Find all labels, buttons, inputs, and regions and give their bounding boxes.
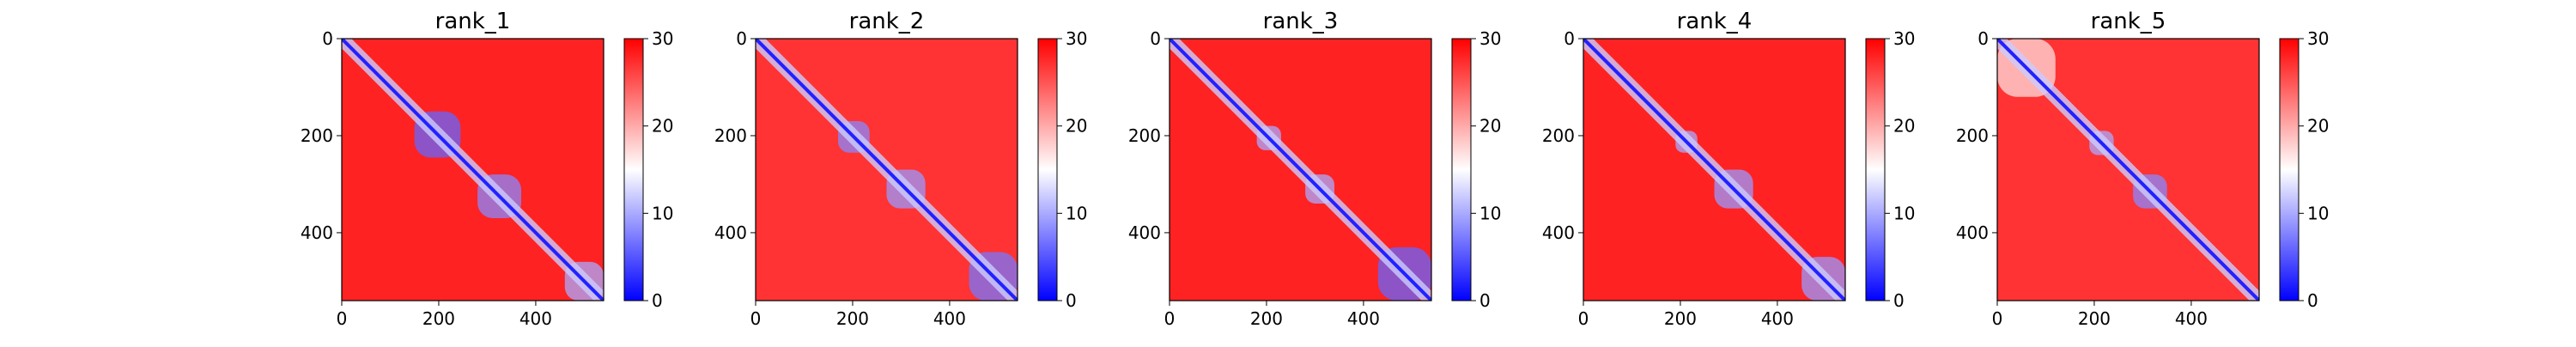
colorbar-tick-label: 10 [1479, 203, 1501, 223]
y-tick-label: 200 [714, 125, 747, 146]
colorbar-tick-label: 20 [1479, 116, 1501, 137]
colorbar-tick-label: 30 [652, 28, 673, 49]
y-tick-label: 200 [301, 125, 333, 146]
y-tick-label: 0 [1150, 28, 1161, 49]
heatmap-panel-2: rank_2 0 200 400 0 200 400 0 10 20 30 [714, 9, 1088, 329]
y-tick-label: 400 [714, 222, 747, 243]
colorbar [1451, 38, 1472, 301]
colorbar-tick-label: 10 [2307, 203, 2329, 223]
y-tick-label: 0 [1978, 28, 1989, 49]
x-tick-label: 200 [422, 308, 455, 329]
x-tick-label: 200 [2078, 308, 2111, 329]
y-tick-label: 400 [1956, 222, 1989, 243]
x-tick-label: 0 [750, 308, 762, 329]
diagonal-line [1170, 39, 1431, 301]
panel-title: rank_2 [849, 9, 925, 34]
y-tick-label: 0 [736, 28, 747, 49]
y-tick-label: 0 [322, 28, 333, 49]
x-tick-label: 400 [933, 308, 966, 329]
x-tick-label: 200 [836, 308, 869, 329]
colorbar-tick-label: 10 [1066, 203, 1087, 223]
heatmap-panel-4: rank_4 0 200 400 0 200 400 0 10 20 30 [1542, 9, 1916, 329]
y-tick-label: 400 [1542, 222, 1575, 243]
y-tick-label: 400 [301, 222, 333, 243]
colorbar [1037, 38, 1058, 301]
colorbar-tick-label: 20 [652, 116, 673, 137]
colorbar-tick-label: 0 [2307, 290, 2318, 311]
colorbar-tick-label: 30 [1066, 28, 1087, 49]
y-tick-label: 200 [1956, 125, 1989, 146]
diagonal-line [756, 39, 1018, 301]
heatmap-panel-1: rank_1 0 200 400 0 200 400 0 10 20 30 [301, 9, 674, 329]
heatmap-panel-3: rank_3 0 200 400 0 200 400 0 10 20 30 [1128, 9, 1502, 329]
x-tick-label: 0 [1164, 308, 1176, 329]
plot-frame [1996, 38, 2260, 301]
colorbar-tick-label: 0 [1066, 290, 1077, 311]
panel-title: rank_5 [2091, 9, 2166, 34]
colorbar-tick-label: 20 [1893, 116, 1915, 137]
x-tick-label: 0 [337, 308, 348, 329]
heatmap-panel-5: rank_5 0 200 400 0 200 400 0 10 20 30 [1956, 9, 2330, 329]
plot-frame [755, 38, 1018, 301]
colorbar-tick-label: 10 [1893, 203, 1915, 223]
x-tick-label: 400 [1761, 308, 1794, 329]
colorbar-tick-label: 30 [1479, 28, 1501, 49]
colorbar-tick-label: 20 [1066, 116, 1087, 137]
y-tick-label: 200 [1542, 125, 1575, 146]
colorbar-tick-label: 20 [2307, 116, 2329, 137]
colorbar [2279, 38, 2300, 301]
y-tick-label: 200 [1128, 125, 1161, 146]
colorbar [1865, 38, 1886, 301]
diagonal-line [342, 39, 604, 301]
diagonal-line [1997, 39, 2259, 301]
colorbar-tick-label: 0 [1893, 290, 1905, 311]
y-tick-label: 0 [1564, 28, 1575, 49]
x-tick-label: 0 [1578, 308, 1589, 329]
diagonal-line [1583, 39, 1845, 301]
plot-frame [1169, 38, 1432, 301]
x-tick-label: 400 [1347, 308, 1380, 329]
plot-frame [1583, 38, 1846, 301]
colorbar-tick-label: 10 [652, 203, 673, 223]
panel-title: rank_4 [1677, 9, 1753, 34]
y-tick-label: 400 [1128, 222, 1161, 243]
panel-title: rank_3 [1263, 9, 1339, 34]
plot-frame [341, 38, 605, 301]
colorbar-tick-label: 30 [1893, 28, 1915, 49]
colorbar-tick-label: 0 [1479, 290, 1491, 311]
x-tick-label: 200 [1664, 308, 1697, 329]
panel-title: rank_1 [435, 9, 511, 34]
x-tick-label: 400 [519, 308, 552, 329]
x-tick-label: 200 [1250, 308, 1283, 329]
colorbar-tick-label: 30 [2307, 28, 2329, 49]
x-tick-label: 0 [1992, 308, 2003, 329]
x-tick-label: 400 [2175, 308, 2208, 329]
colorbar-tick-label: 0 [652, 290, 663, 311]
colorbar [623, 38, 644, 301]
